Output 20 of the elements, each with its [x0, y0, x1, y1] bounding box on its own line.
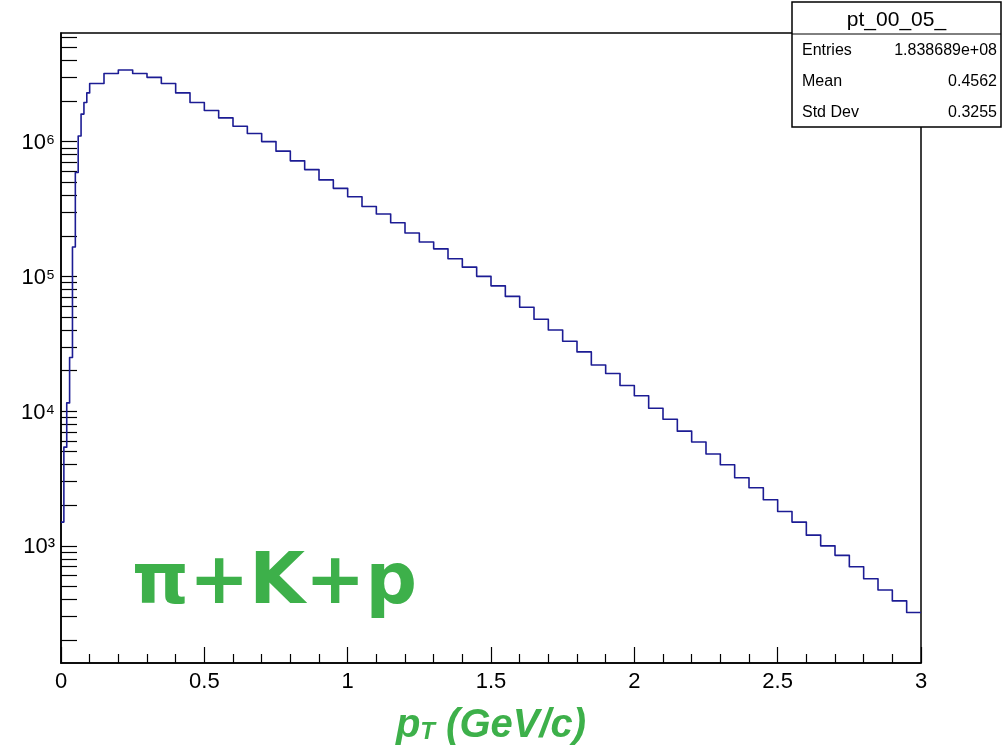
x-axis-title: pT (GeV/c) — [394, 701, 587, 745]
annotation: 1.838689e+08 — [894, 41, 998, 58]
y-tick-label: 10⁵ — [21, 263, 55, 289]
x-tick-label: 0 — [54, 667, 68, 693]
y-tick-label: 10⁴ — [21, 398, 55, 424]
x-tick-label: 1 — [341, 667, 354, 693]
x-tick-label: 1.5 — [475, 667, 507, 693]
x-tick-label: 2.5 — [762, 667, 793, 693]
text: 0.4562 — [948, 72, 998, 89]
text: pt_00_05_ — [846, 6, 947, 31]
annotation: Entries — [802, 41, 852, 58]
text: 0.3255 — [948, 103, 998, 120]
y-tick-label: 10³ — [23, 533, 55, 559]
y-tick-label: 10⁶ — [21, 129, 55, 155]
x-tick-label: 2 — [628, 667, 641, 693]
annotation: Std Dev — [802, 103, 859, 120]
annotation: Mean — [802, 72, 843, 89]
x-tick-label: 0.5 — [189, 667, 220, 693]
x-tick-label: 3 — [914, 667, 928, 693]
annotation: π+K+p — [132, 536, 417, 620]
